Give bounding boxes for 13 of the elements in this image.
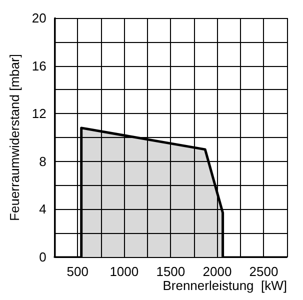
x-tick-label: 2500 (249, 264, 278, 279)
x-tick-label: 1500 (156, 264, 186, 279)
y-tick-label: 8 (39, 154, 46, 169)
x-tick-label: 1000 (110, 264, 139, 279)
y-tick-label: 4 (39, 202, 46, 217)
x-axis-title: Brennerleistung [kW] (162, 278, 287, 293)
x-tick-label: 2000 (202, 264, 232, 279)
y-tick-label: 0 (39, 250, 46, 264)
x-tick-label: 500 (66, 264, 88, 279)
y-axis-title: Feuerraumwiderstand [mbar] (7, 54, 22, 221)
y-tick-label: 16 (32, 58, 46, 74)
y-tick-label: 12 (32, 106, 46, 122)
y-tick-label: 20 (32, 10, 46, 26)
